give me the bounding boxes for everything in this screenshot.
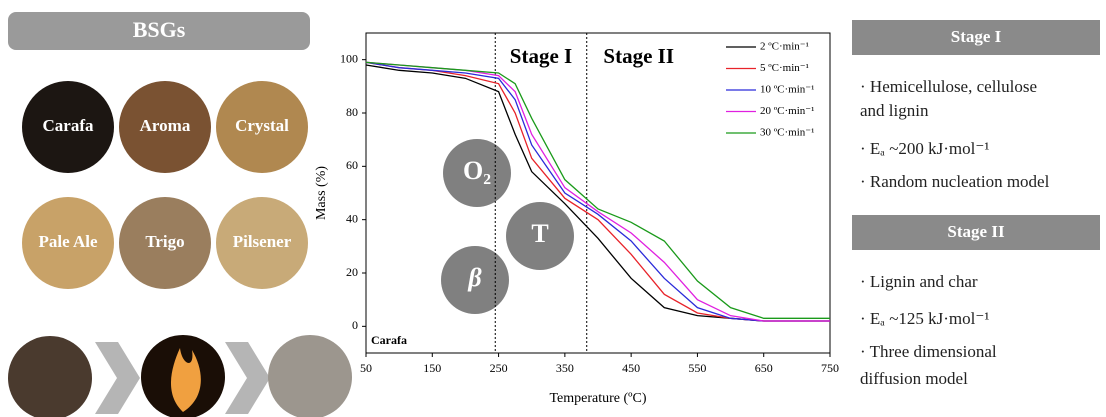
y-tick-label: 100 [340, 51, 358, 65]
factor-label: O₂ [463, 156, 491, 185]
factor-bubble [441, 246, 509, 314]
x-tick-label: 50 [360, 361, 372, 375]
factor-bubble [506, 202, 574, 270]
stage-item: · Three dimensional [860, 342, 997, 361]
flame [170, 348, 201, 412]
factor-label: T [531, 219, 548, 248]
stage-item: · Lignin and char [860, 272, 978, 291]
sample-image [119, 197, 211, 289]
stage-title: Stage I [951, 27, 1002, 46]
y-tick-label: 40 [346, 211, 358, 225]
stage-title: Stage II [947, 222, 1005, 241]
sample-image [216, 197, 308, 289]
sample-image [216, 81, 308, 173]
factor-bubble [443, 139, 511, 207]
x-tick-label: 550 [688, 361, 706, 375]
sample-label: Pilsener [233, 232, 292, 251]
factor-label: β [467, 263, 482, 292]
y-tick-label: 80 [346, 105, 358, 119]
stage-item: · Hemicellulose, cellulose [860, 77, 1037, 96]
chevron [225, 342, 270, 414]
bsgs-title: BSGs [133, 17, 186, 42]
sample-image [22, 197, 114, 289]
stage-header [852, 215, 1100, 250]
series-line [365, 64, 830, 322]
x-tick-label: 350 [556, 361, 574, 375]
x-axis-title: Temperature (ºC) [549, 391, 646, 406]
sample-label: Aroma [140, 116, 191, 135]
y-axis-title: Mass (%) [314, 166, 329, 220]
x-tick-label: 150 [423, 361, 441, 375]
stage-header [852, 20, 1100, 55]
legend-label: 2 ºC·min⁻¹ [760, 41, 809, 53]
x-tick-label: 250 [490, 361, 508, 375]
legend-label: 5 ºC·min⁻¹ [760, 62, 809, 74]
stage-item: · Eₐ ~125 kJ·mol⁻¹ [860, 309, 989, 328]
sample-label: Carafa [43, 116, 94, 135]
sample-label: Crystal [235, 116, 289, 135]
legend-label: 10 ºC·min⁻¹ [760, 84, 814, 96]
stage-item: · Random nucleation model [860, 172, 1050, 191]
series-line [365, 61, 830, 322]
x-tick-label: 450 [622, 361, 640, 375]
bsgs-header [8, 12, 310, 50]
legend-label: 20 ºC·min⁻¹ [760, 105, 814, 117]
stage-label: Stage I [510, 44, 572, 68]
stage-item: · Eₐ ~200 kJ·mol⁻¹ [860, 139, 989, 158]
legend-label: 30 ºC·min⁻¹ [760, 127, 814, 139]
x-tick-label: 750 [821, 361, 839, 375]
plot-frame [365, 32, 831, 354]
ash-image [268, 335, 352, 417]
y-tick-label: 0 [352, 318, 358, 332]
series-line [365, 61, 830, 322]
sample-image [119, 81, 211, 173]
stage-item: and lignin [860, 101, 929, 120]
series-line [365, 61, 830, 322]
stage-label: Stage II [603, 44, 674, 68]
sample-image [22, 81, 114, 173]
sample-label: Pale Ale [38, 232, 97, 251]
x-tick-label: 650 [755, 361, 773, 375]
sample-annotation: Carafa [371, 333, 407, 347]
stage-item: diffusion model [860, 369, 968, 388]
y-tick-label: 60 [346, 158, 358, 172]
sample-label: Trigo [145, 232, 184, 251]
pellets-image [8, 336, 92, 417]
y-tick-label: 20 [346, 265, 358, 279]
chevron [95, 342, 140, 414]
series-line [365, 61, 830, 319]
